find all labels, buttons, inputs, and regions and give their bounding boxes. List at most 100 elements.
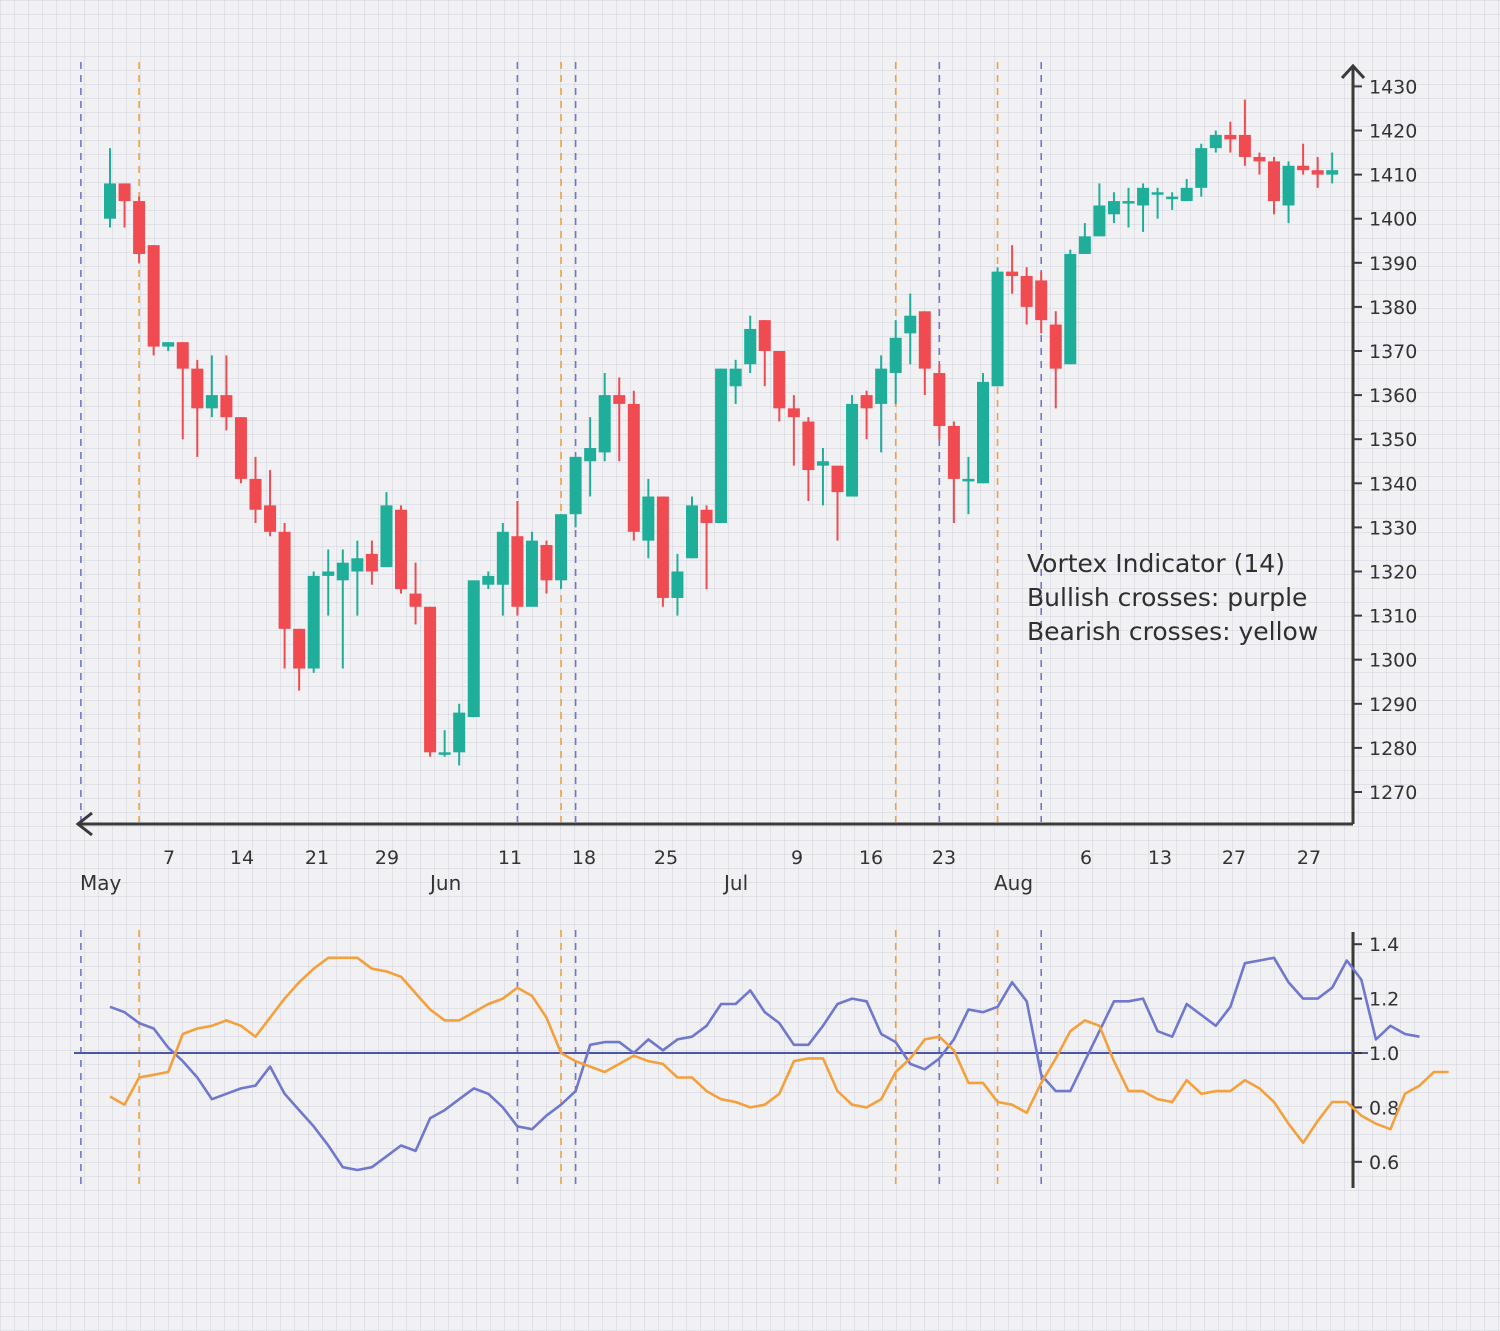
crossover-lines [80, 62, 1042, 1188]
y-tick-label: 1390 [1369, 253, 1417, 275]
candle-body [176, 342, 189, 369]
bearish-candle [249, 456, 262, 523]
month-labels: May Jun Jul Aug [80, 871, 1033, 895]
candle-body [642, 496, 655, 541]
bearish-candle [918, 311, 931, 396]
candle-body [162, 342, 175, 347]
bearish-candle [627, 390, 640, 541]
candle-body [1049, 324, 1062, 369]
bearish-candle [831, 465, 844, 541]
bullish-candle [816, 448, 829, 506]
x-tick-label: 14 [230, 847, 254, 869]
candle-body [307, 575, 320, 669]
y-tick-label: 1410 [1369, 165, 1417, 187]
candle-body [336, 562, 349, 581]
bullish-candle [1282, 161, 1295, 224]
y-tick-label: 1.2 [1369, 989, 1399, 1011]
candle-body [802, 421, 815, 471]
x-axis-arrow [75, 811, 93, 837]
y-tick-label: 1.0 [1369, 1043, 1399, 1065]
bearish-candle [1311, 156, 1324, 188]
bearish-candle [118, 183, 131, 228]
candle-body [671, 571, 684, 598]
indicator-axis-ticks: 0.6 0.8 1.0 1.2 1.4 [1353, 934, 1399, 1174]
month-label: Jun [428, 871, 461, 895]
candle-body [482, 575, 495, 585]
month-label: May [80, 871, 122, 895]
bearish-candle [947, 421, 960, 523]
candle-body [205, 395, 218, 409]
candle-body [118, 183, 131, 202]
bearish-candle [220, 355, 233, 431]
bullish-candle [1078, 223, 1091, 254]
candle-body [322, 571, 335, 576]
bullish-candle [1180, 179, 1193, 202]
candle-body [365, 553, 378, 572]
candle-body [147, 245, 160, 347]
bullish-candle [380, 492, 393, 568]
candle-body [613, 395, 626, 404]
indicator-annotation: Vortex Indicator (14) Bullish crosses: p… [1027, 549, 1318, 646]
annotation-line: Bearish crosses: yellow [1027, 617, 1318, 646]
bullish-candle [162, 342, 175, 351]
candle-body [744, 328, 757, 365]
y-tick-label: 1400 [1369, 209, 1417, 231]
bullish-candle [1166, 192, 1179, 210]
bearish-candle [264, 470, 277, 537]
y-tick-label: 1280 [1369, 738, 1417, 760]
vi-plus-line [109, 956, 1420, 1172]
bearish-candle [613, 377, 626, 462]
bullish-candle [496, 522, 509, 616]
bearish-candle [787, 395, 800, 466]
bearish-candle [1224, 121, 1237, 153]
x-axis-tick-labels: 7 14 21 29 11 18 25 9 16 23 6 13 27 27 [163, 847, 1321, 869]
candle-body [409, 593, 422, 607]
bullish-candle [889, 320, 902, 404]
candle-body [1282, 165, 1295, 206]
price-axis-arrow [1340, 63, 1366, 80]
bearish-candle [395, 505, 407, 594]
bullish-candle [598, 373, 611, 462]
bearish-candle [773, 351, 786, 422]
candle-body [496, 531, 509, 585]
candle-body [991, 271, 1004, 387]
candle-body [1326, 170, 1339, 175]
candle-body [1122, 201, 1135, 204]
candle-body [1093, 205, 1106, 237]
candle-body [715, 368, 728, 523]
x-tick-label: 13 [1148, 847, 1172, 869]
bullish-candle [438, 730, 451, 757]
bearish-candle [700, 505, 713, 590]
bullish-candle [569, 456, 582, 528]
bearish-candle [147, 245, 160, 356]
y-tick-label: 1300 [1369, 650, 1417, 672]
bullish-candle [1064, 249, 1077, 365]
candle-body [656, 496, 669, 598]
candle-body [1006, 271, 1019, 277]
bearish-candle [1020, 267, 1033, 325]
candle-body [104, 183, 116, 219]
candle-body [860, 395, 873, 409]
candle-body [1238, 134, 1251, 157]
x-tick-label: 6 [1080, 847, 1092, 869]
bearish-candle [365, 540, 378, 585]
bullish-candle [744, 315, 757, 374]
candle-body [904, 315, 917, 334]
bearish-candle [1297, 143, 1310, 175]
y-tick-label: 1430 [1369, 76, 1417, 98]
bullish-candle [904, 293, 917, 365]
x-tick-label: 21 [305, 847, 329, 869]
bullish-candle [453, 703, 466, 766]
candle-body [569, 456, 582, 515]
bullish-candle [1122, 187, 1135, 228]
x-tick-label: 18 [572, 847, 596, 869]
candle-body [758, 320, 771, 351]
bearish-candle [860, 390, 873, 440]
candle-body [962, 478, 975, 482]
x-tick-label: 23 [932, 847, 956, 869]
bullish-candle [671, 553, 684, 616]
candle-body [1195, 148, 1208, 188]
bearish-candle [133, 196, 146, 263]
bullish-candle [104, 148, 116, 228]
